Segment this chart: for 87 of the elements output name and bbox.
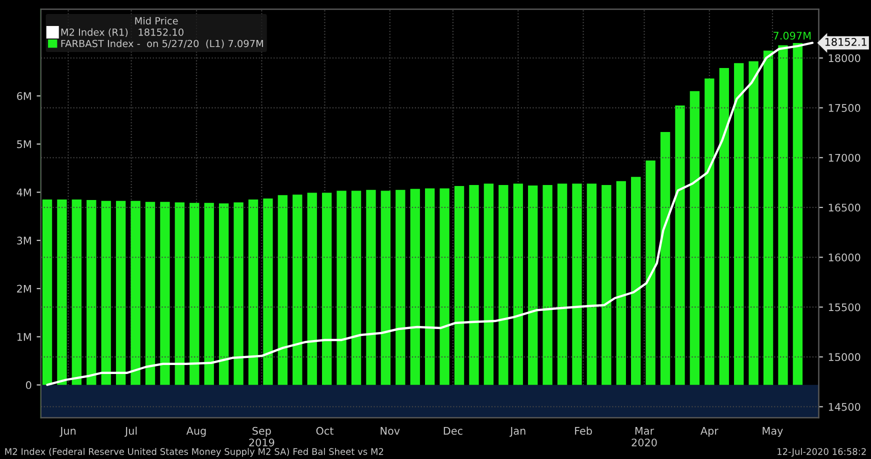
y2-tick-label: 15500	[828, 303, 860, 312]
bar	[763, 50, 774, 385]
x-tick-label: Sep 2019	[249, 426, 274, 446]
bar	[528, 185, 538, 385]
x-tick-label: May	[762, 427, 783, 437]
x-tick-label: Feb	[575, 426, 592, 435]
bar	[204, 202, 214, 385]
x-tick-label: Mar 2020	[632, 427, 657, 446]
bar	[719, 68, 729, 385]
bar	[557, 184, 568, 385]
bar	[602, 185, 612, 385]
bar	[690, 91, 700, 385]
data-label: 18152.1	[825, 38, 866, 46]
bar	[380, 190, 391, 385]
bar	[734, 63, 744, 385]
bar	[248, 199, 258, 385]
bar	[307, 192, 317, 385]
x-tick-label: Nov	[380, 427, 400, 435]
bar	[130, 200, 140, 385]
y-tick-label: 1M	[17, 333, 31, 341]
bar	[366, 190, 376, 385]
x-tick-label: Oct	[316, 426, 334, 435]
y-tick-label: 3M	[17, 236, 31, 245]
bar	[410, 188, 420, 385]
bar	[396, 190, 406, 385]
bar	[42, 199, 52, 385]
bar	[174, 202, 185, 385]
bar	[778, 45, 788, 385]
y2-tick-label: 17500	[828, 104, 860, 112]
legend-label: M2 Index (R1) 18152.10	[61, 28, 184, 37]
bar	[454, 186, 464, 385]
bar	[498, 185, 508, 385]
y-tick-label: 4M	[16, 188, 31, 196]
bar	[336, 190, 346, 385]
bar	[646, 160, 656, 385]
x-tick-label: Aug	[186, 427, 206, 437]
bar	[469, 185, 479, 385]
bar	[145, 202, 156, 385]
y2-tick-label: 14500	[828, 402, 860, 411]
line-series	[46, 42, 814, 386]
y-tick-label: 2M	[17, 284, 31, 293]
y-tick-label: 5M	[17, 140, 31, 148]
bar	[440, 188, 450, 385]
bar	[278, 195, 288, 385]
y2-tick-label: 15000	[828, 353, 860, 362]
x-tick-label: Jun	[60, 427, 76, 437]
y2-tick-label: 16500	[828, 204, 860, 212]
x-tick-label: Jan	[510, 427, 526, 437]
bar	[748, 61, 758, 385]
legend-label: FARBAST Index - on 5/27/20 (L1) 7.097M	[61, 40, 263, 48]
data-label: 7.097M	[774, 32, 811, 40]
bar	[322, 192, 332, 385]
bar	[72, 199, 82, 385]
bar	[160, 202, 170, 385]
y-tick-label: 0	[26, 381, 32, 390]
text: M2 Index (Federal Reserve United States Money Supply M2 SA) Fed Bal Sheet vs M2	[5, 448, 384, 457]
bar	[292, 194, 302, 385]
y2-tick-label: 17000	[828, 154, 860, 162]
legend-title: Mid Price	[135, 16, 178, 24]
bar	[351, 190, 362, 385]
y2-tick-label: 16000	[828, 254, 860, 262]
x-tick-label: Dec	[444, 427, 462, 435]
y2-tick-label: 18000	[828, 54, 860, 62]
bar	[116, 200, 126, 385]
bar	[631, 176, 641, 385]
bar	[484, 184, 494, 385]
bar	[660, 132, 670, 385]
y-tick-label: 6M	[17, 92, 31, 100]
bar	[190, 202, 200, 385]
x-tick-label: Jul	[124, 426, 137, 437]
bar	[616, 181, 626, 385]
bar	[586, 184, 597, 385]
bar	[425, 188, 435, 385]
bar	[704, 78, 714, 385]
bar	[86, 200, 96, 385]
bar	[572, 184, 582, 385]
bar	[57, 199, 67, 385]
bar	[675, 106, 685, 385]
bar	[101, 200, 111, 385]
bar	[218, 203, 229, 385]
bar	[263, 198, 273, 385]
text: 12-Jul-2020 16:58:2	[778, 448, 866, 457]
bar	[542, 185, 552, 385]
x-tick-label: Apr	[700, 427, 718, 437]
bar	[234, 202, 244, 385]
bar	[513, 184, 523, 385]
bar	[792, 43, 803, 385]
